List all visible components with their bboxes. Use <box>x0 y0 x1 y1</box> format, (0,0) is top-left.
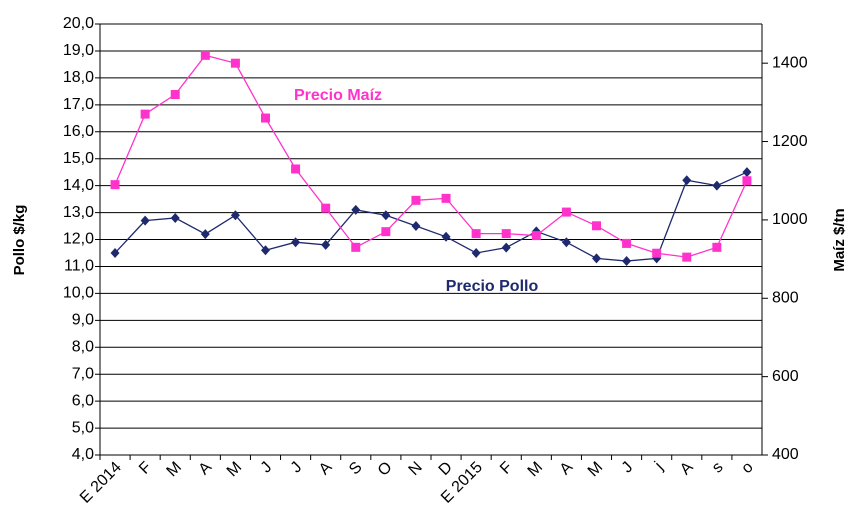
y-tick-label: 5,0 <box>72 419 94 436</box>
marker <box>652 253 662 264</box>
marker <box>200 50 210 60</box>
y-tick-label: 6,0 <box>72 392 94 409</box>
marker <box>110 247 120 258</box>
marker <box>200 229 210 240</box>
x-tick-label: F <box>497 459 516 478</box>
marker <box>411 221 421 232</box>
x-tick-label: F <box>136 459 155 478</box>
marker <box>712 180 722 191</box>
marker <box>140 109 150 119</box>
marker <box>682 175 692 186</box>
y-tick-label: 17,0 <box>63 96 94 113</box>
marker <box>592 221 601 231</box>
y-axis-label: Pollo $/kg <box>11 205 28 276</box>
y-tick-label: 11,0 <box>64 258 94 275</box>
marker <box>501 229 511 239</box>
marker <box>321 239 331 250</box>
marker <box>441 231 451 242</box>
x-tick-label: M <box>585 459 606 480</box>
series-line <box>114 171 748 262</box>
x-tick-label: s <box>709 459 727 477</box>
marker <box>742 176 752 186</box>
x-tick-label: J <box>258 459 276 477</box>
marker <box>140 215 150 226</box>
y-tick-label: 10,0 <box>63 285 94 302</box>
series-line <box>114 54 748 258</box>
marker <box>351 242 361 252</box>
marker <box>531 231 541 241</box>
x-tick-label: S <box>346 459 366 479</box>
x-tick-label: A <box>316 459 336 479</box>
x-tick-label: N <box>406 459 426 479</box>
marker <box>592 253 601 264</box>
x-tick-label: M <box>164 459 185 480</box>
x-tick-label: o <box>738 459 756 477</box>
series-label: Precio Pollo <box>446 278 539 295</box>
marker <box>622 238 632 248</box>
y-tick-label: 4,0 <box>72 446 94 463</box>
marker <box>351 204 361 215</box>
y2-tick-label: 1400 <box>772 54 808 71</box>
marker <box>561 237 571 248</box>
x-tick-label: A <box>196 459 216 479</box>
x-tick-label: M <box>525 459 546 480</box>
marker <box>261 113 270 123</box>
y-tick-label: 15,0 <box>63 150 94 167</box>
x-tick-label: D <box>436 459 456 479</box>
y2-tick-label: 400 <box>772 446 799 463</box>
x-tick-label: A <box>557 459 577 479</box>
x-tick-label: E 2014 <box>77 459 125 507</box>
x-tick-label: O <box>375 459 396 480</box>
marker <box>712 242 722 252</box>
marker <box>381 210 391 221</box>
marker <box>381 227 391 237</box>
y2-tick-label: 600 <box>772 368 799 385</box>
marker <box>471 229 481 239</box>
x-tick-label: J <box>288 459 306 477</box>
y-tick-label: 8,0 <box>72 338 94 355</box>
marker <box>170 212 180 223</box>
marker <box>471 247 481 258</box>
marker <box>622 256 632 267</box>
y2-tick-label: 1000 <box>772 211 808 228</box>
series-label: Precio Maíz <box>294 87 382 104</box>
y2-axis-label: Maíz $/tn <box>831 208 848 271</box>
marker <box>742 167 752 178</box>
x-tick-label: A <box>677 459 697 479</box>
x-tick-label: j <box>651 459 666 474</box>
marker <box>291 164 301 174</box>
marker <box>561 207 571 217</box>
y-tick-label: 13,0 <box>63 204 94 221</box>
x-tick-label: M <box>224 459 245 480</box>
y-tick-label: 20,0 <box>63 15 94 32</box>
marker <box>652 248 662 258</box>
y2-tick-label: 1200 <box>772 133 808 150</box>
y-tick-label: 12,0 <box>63 231 94 248</box>
y-tick-label: 19,0 <box>63 42 94 59</box>
marker <box>291 237 301 248</box>
marker <box>321 203 331 213</box>
y-tick-label: 18,0 <box>63 69 94 86</box>
x-tick-label: J <box>619 459 637 477</box>
marker <box>170 90 180 100</box>
marker <box>411 195 421 205</box>
marker <box>230 58 240 68</box>
marker <box>441 193 451 203</box>
y-tick-label: 16,0 <box>63 123 94 140</box>
y-tick-label: 7,0 <box>72 365 94 382</box>
marker <box>501 242 511 253</box>
marker <box>110 180 120 190</box>
marker <box>261 245 270 256</box>
marker <box>682 252 692 262</box>
y-tick-label: 9,0 <box>72 312 94 329</box>
y2-tick-label: 800 <box>772 289 799 306</box>
marker <box>230 210 240 221</box>
y-tick-label: 14,0 <box>63 177 94 194</box>
